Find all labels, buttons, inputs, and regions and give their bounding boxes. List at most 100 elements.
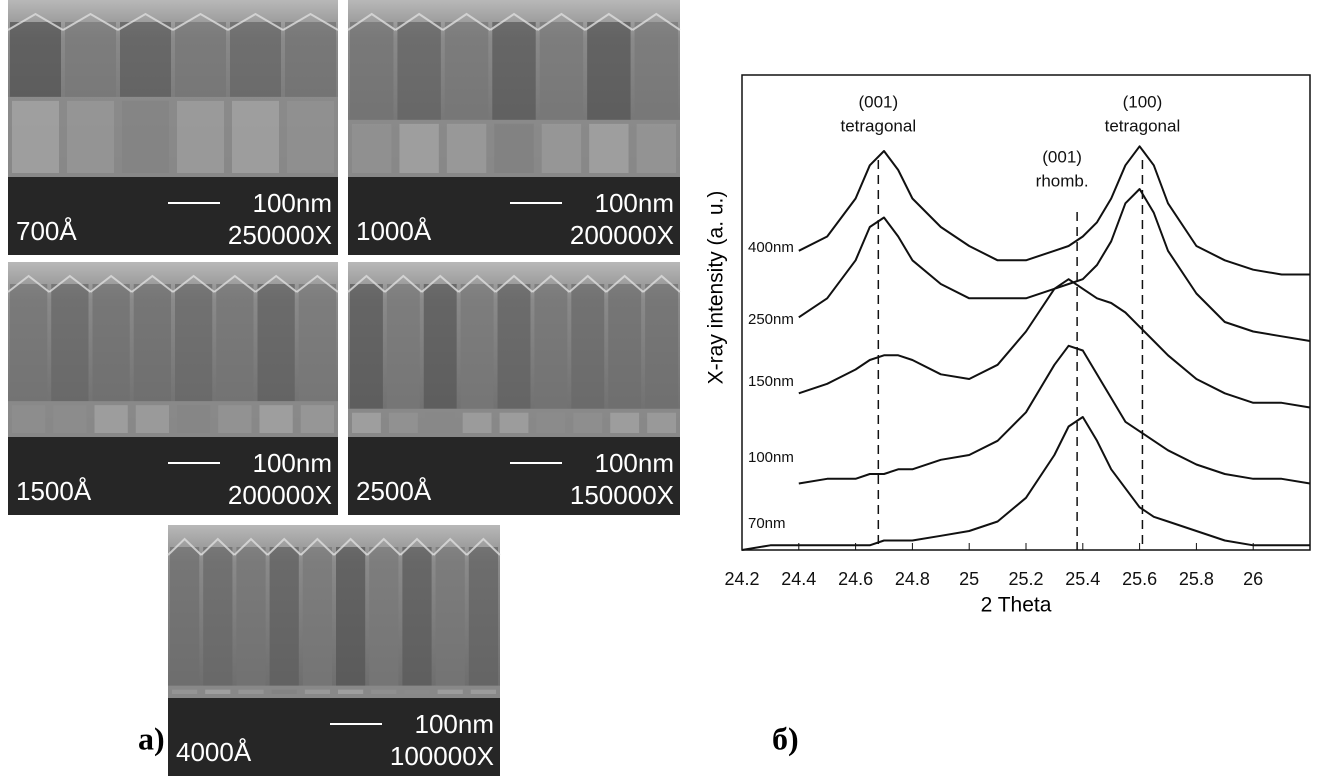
- curve-label: 70nm: [748, 515, 786, 532]
- sem-grain: [218, 405, 251, 433]
- sem-grain: [205, 690, 230, 694]
- sem-grain: [305, 690, 330, 694]
- sem-grain: [95, 405, 128, 433]
- sem-grain: [500, 413, 529, 433]
- y-axis-label: X-ray intensity (a. u.): [705, 191, 728, 385]
- sem-column: [469, 547, 498, 686]
- curve-label: 400nm: [748, 239, 794, 256]
- sem-column: [492, 22, 535, 120]
- sem-column: [203, 547, 232, 686]
- sem-column: [571, 284, 604, 409]
- sem-grain: [260, 405, 293, 433]
- sem-column: [299, 284, 336, 401]
- x-axis-label: 2 Theta: [981, 594, 1052, 617]
- xrd-curve: [799, 346, 1310, 484]
- sem-column: [498, 284, 531, 409]
- sem-grain: [463, 413, 492, 433]
- sem-grain: [494, 124, 533, 173]
- sem-magnification: 200000X: [228, 480, 332, 510]
- sem-magnification: 250000X: [228, 220, 332, 250]
- sem-column: [369, 547, 398, 686]
- sem-column: [270, 547, 299, 686]
- xrd-curve: [799, 189, 1310, 341]
- sem-thickness: 1500Å: [16, 476, 92, 506]
- sem-grain: [438, 690, 463, 694]
- sem-column: [461, 284, 494, 409]
- sem-grain: [647, 413, 676, 433]
- sem-column: [285, 22, 336, 97]
- sem-grain: [136, 405, 169, 433]
- sem-grain: [610, 413, 639, 433]
- panel-label: б): [772, 720, 799, 756]
- sem-grain: [637, 124, 676, 173]
- x-tick-label: 24.2: [724, 569, 759, 589]
- peak-label: (001): [1042, 147, 1082, 166]
- sem-column: [635, 22, 678, 120]
- sem-grain: [287, 101, 334, 173]
- sem-column: [93, 284, 130, 401]
- peak-label: rhomb.: [1036, 171, 1089, 190]
- sem-column: [445, 22, 488, 120]
- sem-magnification: 200000X: [570, 220, 674, 250]
- sem-grain: [232, 101, 279, 173]
- sem-column: [65, 22, 116, 97]
- sem-grain: [272, 690, 297, 694]
- curve-label: 100nm: [748, 449, 794, 466]
- x-tick-label: 25.6: [1122, 569, 1157, 589]
- sem-column: [336, 547, 365, 686]
- sem-grain: [12, 405, 45, 433]
- x-tick-label: 26: [1243, 569, 1263, 589]
- x-tick-label: 25: [959, 569, 979, 589]
- sem-grain: [53, 405, 86, 433]
- peak-label: tetragonal: [1105, 116, 1181, 135]
- sem-grain: [447, 124, 486, 173]
- sem-grain: [122, 101, 169, 173]
- figure: а) б) 700Å100nm250000X1000Å100nm200000X1…: [0, 0, 1319, 776]
- sem-magnification: 100000X: [390, 741, 494, 771]
- sem-column: [10, 22, 61, 97]
- sem-scale: 100nm: [595, 188, 675, 218]
- sem-column: [587, 22, 630, 120]
- sem-column: [436, 547, 465, 686]
- x-tick-label: 25.2: [1008, 569, 1043, 589]
- sem-thickness: 2500Å: [356, 476, 432, 506]
- sem-column: [175, 22, 226, 97]
- sem-grain: [177, 405, 210, 433]
- sem-grain: [471, 690, 496, 694]
- sem-column: [230, 22, 281, 97]
- sem-thickness: 4000Å: [176, 737, 252, 767]
- sem-grain: [238, 690, 263, 694]
- sem-grain: [352, 413, 381, 433]
- xrd-curve: [799, 279, 1310, 407]
- sem-grain: [177, 101, 224, 173]
- xrd-curve: [742, 417, 1310, 550]
- sem-grain: [301, 405, 334, 433]
- sem-magnification: 150000X: [570, 480, 674, 510]
- sem-column: [10, 284, 47, 401]
- sem-column: [303, 547, 332, 686]
- sem-grain: [172, 690, 197, 694]
- sem-grain: [404, 690, 429, 694]
- sem-grain: [573, 413, 602, 433]
- sem-grain: [399, 124, 438, 173]
- sem-scale: 100nm: [253, 448, 333, 478]
- sem-scale: 100nm: [595, 448, 675, 478]
- sem-grain: [389, 413, 418, 433]
- sem-column: [540, 22, 583, 120]
- panel-label: а): [138, 720, 165, 756]
- sem-column: [134, 284, 171, 401]
- x-tick-label: 25.4: [1065, 569, 1100, 589]
- sem-column: [258, 284, 295, 401]
- x-tick-label: 25.8: [1179, 569, 1214, 589]
- sem-column: [120, 22, 171, 97]
- sem-thickness: 1000Å: [356, 216, 432, 246]
- sem-column: [350, 284, 383, 409]
- sem-column: [51, 284, 88, 401]
- sem-grain: [352, 124, 391, 173]
- curve-label: 150nm: [748, 373, 794, 390]
- curve-label: 250nm: [748, 311, 794, 328]
- sem-grain: [536, 413, 565, 433]
- sem-column: [645, 284, 678, 409]
- sem-grain: [338, 690, 363, 694]
- sem-grain: [12, 101, 59, 173]
